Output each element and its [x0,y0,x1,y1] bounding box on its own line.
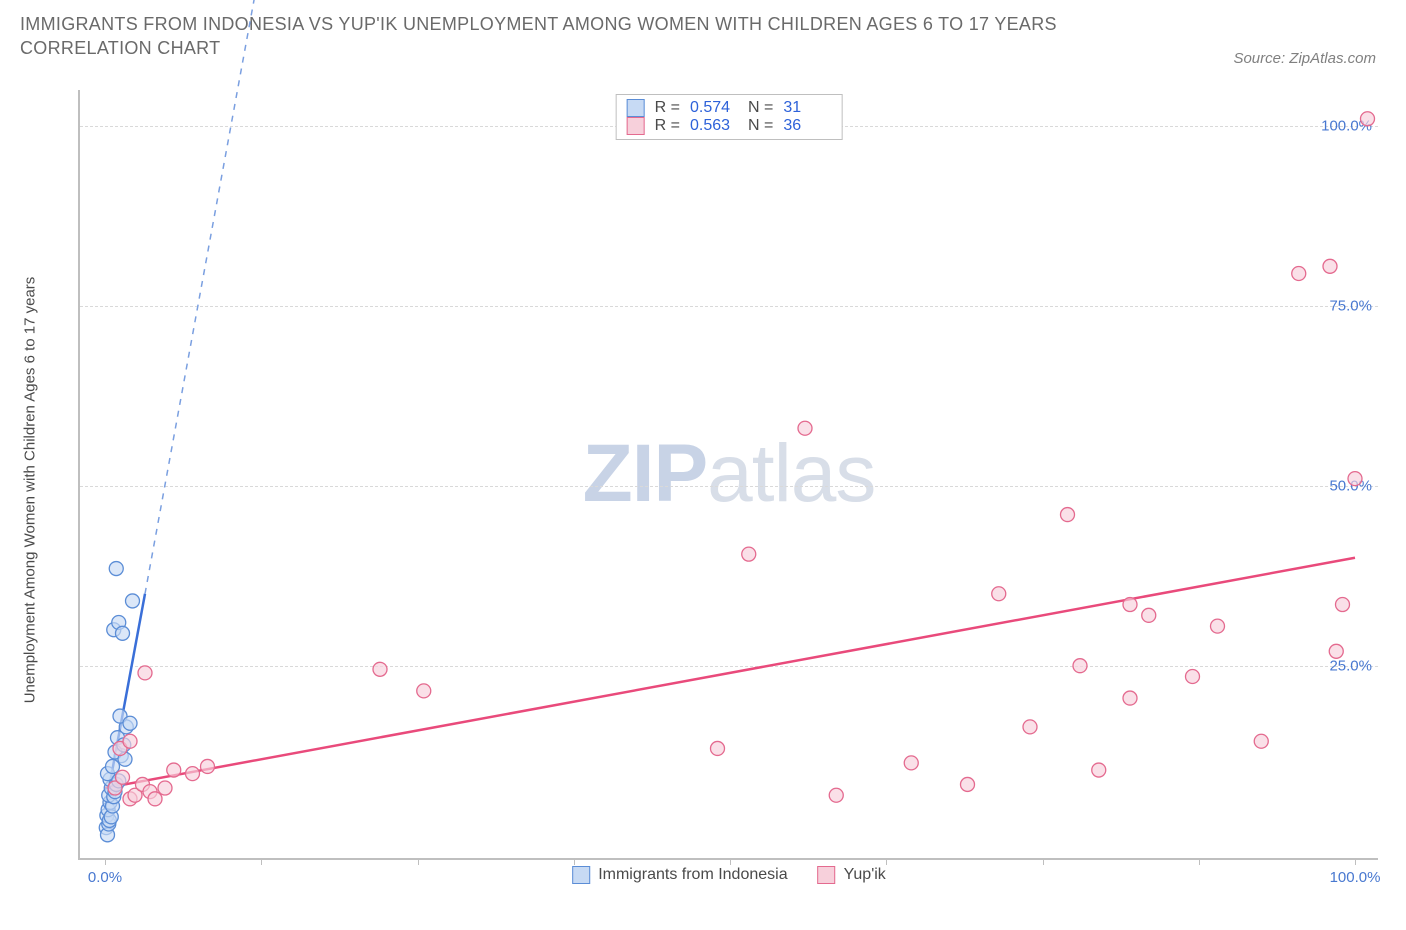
data-point [1092,763,1106,777]
x-tick-mark [574,858,575,865]
data-point [186,767,200,781]
data-point [1061,508,1075,522]
x-tick-mark [418,858,419,865]
stats-row-series-b: R = 0.563 N = 36 [627,117,832,135]
data-point [1323,259,1337,273]
legend-item: Yup'ik [818,866,886,884]
chart-container: Unemployment Among Women with Children A… [40,90,1380,890]
data-point [1142,608,1156,622]
data-point [1361,112,1375,126]
x-tick-mark [1043,858,1044,865]
r-label: R = [655,117,680,135]
r-value-a: 0.574 [690,99,738,117]
legend-swatch-b [627,117,645,135]
x-tick-mark [730,858,731,865]
data-point [1186,669,1200,683]
data-point [711,741,725,755]
data-point [1348,472,1362,486]
legend-swatch [572,866,590,884]
n-value-b: 36 [783,117,831,135]
data-point [829,788,843,802]
legend-swatch-a [627,99,645,117]
data-point [109,562,123,576]
data-point [123,734,137,748]
data-point [1023,720,1037,734]
data-point [1123,598,1137,612]
data-point [798,421,812,435]
legend-swatch [818,866,836,884]
data-point [742,547,756,561]
trend-line [105,558,1355,788]
data-point [138,666,152,680]
data-point [1336,598,1350,612]
data-point [417,684,431,698]
x-tick-mark [1199,858,1200,865]
data-point [1254,734,1268,748]
n-label: N = [748,117,773,135]
r-value-b: 0.563 [690,117,738,135]
x-tick-mark [1355,858,1356,865]
stats-legend: R = 0.574 N = 31 R = 0.563 N = 36 [616,94,843,140]
data-point [992,587,1006,601]
scatter-svg [80,90,1378,858]
plot-area: ZIPatlas 25.0%50.0%75.0%100.0% 0.0%100.0… [78,90,1378,860]
x-tick-mark [105,858,106,865]
x-tick-label: 100.0% [1330,869,1381,886]
y-axis-label: Unemployment Among Women with Children A… [22,277,39,704]
r-label: R = [655,99,680,117]
data-point [1123,691,1137,705]
data-point [1292,267,1306,281]
data-point [148,792,162,806]
data-point [158,781,172,795]
n-value-a: 31 [783,99,831,117]
x-tick-mark [261,858,262,865]
data-point [167,763,181,777]
source-credit: Source: ZipAtlas.com [1233,50,1376,67]
legend-item: Immigrants from Indonesia [572,866,787,884]
n-label: N = [748,99,773,117]
data-point [201,759,215,773]
chart-title: IMMIGRANTS FROM INDONESIA VS YUP'IK UNEM… [20,12,1170,61]
data-point [116,770,130,784]
x-tick-label: 0.0% [88,869,122,886]
series-legend: Immigrants from Indonesia Yup'ik [572,866,886,884]
data-point [1211,619,1225,633]
legend-label: Yup'ik [844,866,886,884]
trend-line-extrapolated [145,0,330,594]
legend-label: Immigrants from Indonesia [598,866,787,884]
data-point [904,756,918,770]
data-point [123,716,137,730]
data-point [1329,644,1343,658]
data-point [961,777,975,791]
data-point [373,662,387,676]
data-point [1073,659,1087,673]
stats-row-series-a: R = 0.574 N = 31 [627,99,832,117]
data-point [116,626,130,640]
x-tick-mark [886,858,887,865]
data-point [126,594,140,608]
